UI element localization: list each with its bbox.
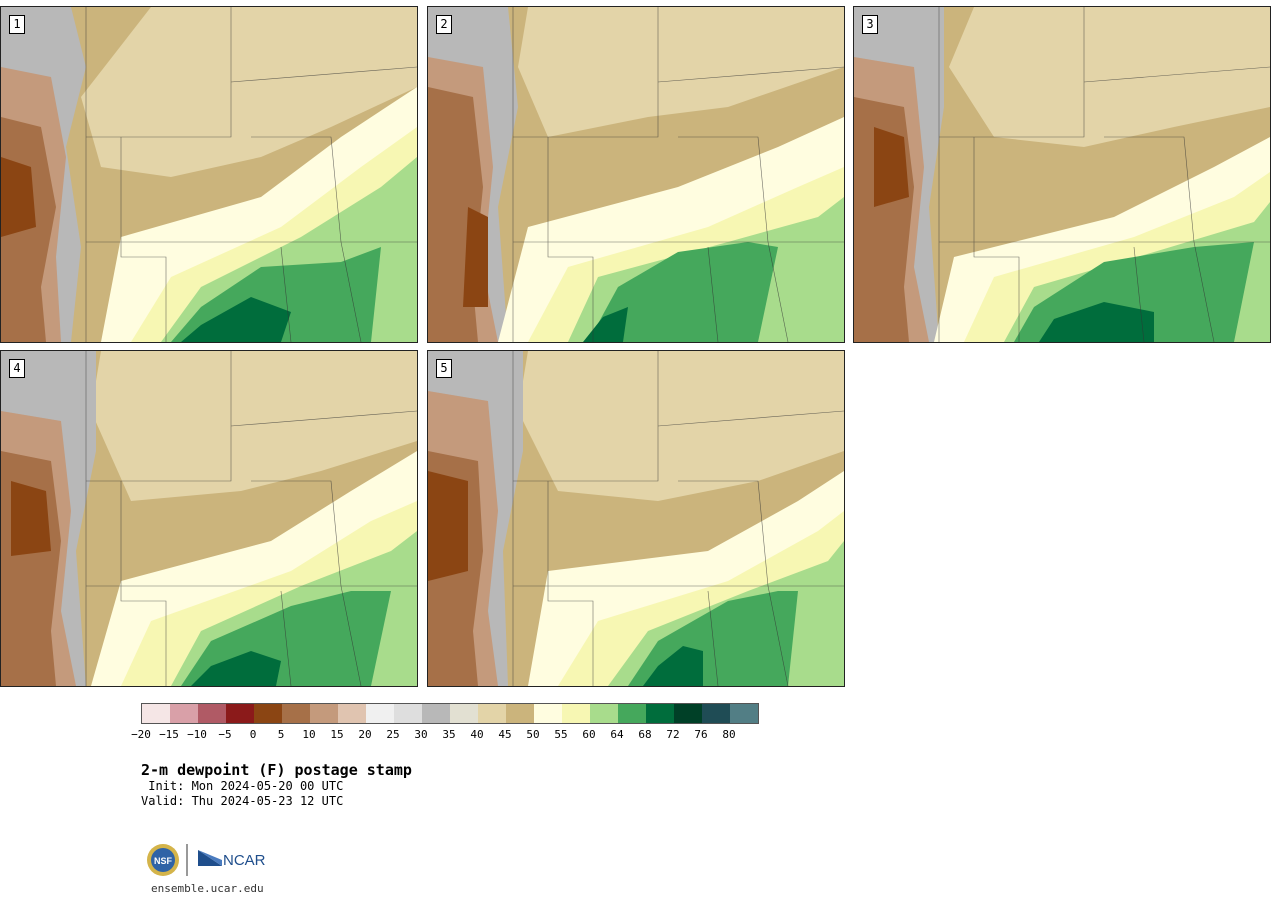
colorbar-swatch (618, 704, 646, 723)
colorbar-swatch (394, 704, 422, 723)
colorbar-swatch (450, 704, 478, 723)
colorbar-swatch (646, 704, 674, 723)
panel-number: 5 (436, 359, 452, 378)
colorbar-swatch (198, 704, 226, 723)
panel-number: 2 (436, 15, 452, 34)
colorbar-tick-label: −15 (159, 728, 179, 741)
dewpoint-map (428, 7, 844, 342)
map-panel-5: 5 (427, 350, 845, 687)
colorbar-tick-label: 10 (302, 728, 316, 741)
colorbar-tick-label: 5 (277, 728, 285, 741)
colorbar-tick-label: 30 (414, 728, 428, 741)
map-panel-1: 1 (0, 6, 418, 343)
colorbar-swatch (282, 704, 310, 723)
colorbar-swatch (366, 704, 394, 723)
colorbar-ticks: −20 −15 −10 −5 0 5 10 15 20 25 30 35 40 45 50 55 60 64 68 7… (131, 728, 761, 742)
colorbar-swatch (730, 704, 758, 723)
colorbar-swatch (702, 704, 730, 723)
dewpoint-map (854, 7, 1270, 342)
colorbar-swatch (254, 704, 282, 723)
colorbar-swatch (338, 704, 366, 723)
colorbar-tick-label: 64 (610, 728, 624, 741)
colorbar-swatch (506, 704, 534, 723)
dewpoint-map (428, 351, 844, 686)
dewpoint-map (1, 7, 417, 342)
dewpoint-map (1, 351, 417, 686)
map-panel-2: 2 (427, 6, 845, 343)
colorbar-swatch (142, 704, 170, 723)
init-time: Init: Mon 2024-05-20 00 UTC (141, 779, 344, 793)
nsf-ncar-logo: NSF NCAR (145, 842, 275, 882)
colorbar-swatch (226, 704, 254, 723)
colorbar-tick-label: −10 (187, 728, 207, 741)
colorbar-tick-label: −20 (131, 728, 151, 741)
colorbar-tick-label: 80 (722, 728, 736, 741)
colorbar-swatch (562, 704, 590, 723)
colorbar-tick-label: 35 (442, 728, 456, 741)
colorbar-tick-label: 68 (638, 728, 652, 741)
colorbar-tick-label: 60 (582, 728, 596, 741)
svg-text:NSF: NSF (154, 856, 173, 866)
valid-time: Valid: Thu 2024-05-23 12 UTC (141, 794, 344, 808)
map-panel-4: 4 (0, 350, 418, 687)
colorbar-swatch (478, 704, 506, 723)
plot-title: 2-m dewpoint (F) postage stamp (141, 761, 412, 779)
site-url: ensemble.ucar.edu (151, 882, 264, 895)
colorbar-tick-label: 0 (249, 728, 257, 741)
panel-number: 3 (862, 15, 878, 34)
colorbar-tick-label: 55 (554, 728, 568, 741)
colorbar-tick-label: 20 (358, 728, 372, 741)
panel-number: 4 (9, 359, 25, 378)
colorbar-tick-label: 50 (526, 728, 540, 741)
colorbar-swatch (534, 704, 562, 723)
colorbar-tick-label: −5 (218, 728, 232, 741)
colorbar-tick-label: 72 (666, 728, 680, 741)
panel-number: 1 (9, 15, 25, 34)
colorbar-tick-label: 76 (694, 728, 708, 741)
svg-text:NCAR: NCAR (223, 852, 266, 869)
colorbar-swatch (590, 704, 618, 723)
colorbar (141, 703, 759, 724)
colorbar-tick-label: 15 (330, 728, 344, 741)
colorbar-swatch (422, 704, 450, 723)
colorbar-swatch (310, 704, 338, 723)
colorbar-tick-label: 25 (386, 728, 400, 741)
colorbar-swatch (170, 704, 198, 723)
colorbar-swatch (674, 704, 702, 723)
colorbar-tick-label: 45 (498, 728, 512, 741)
colorbar-tick-label: 40 (470, 728, 484, 741)
map-panel-3: 3 (853, 6, 1271, 343)
